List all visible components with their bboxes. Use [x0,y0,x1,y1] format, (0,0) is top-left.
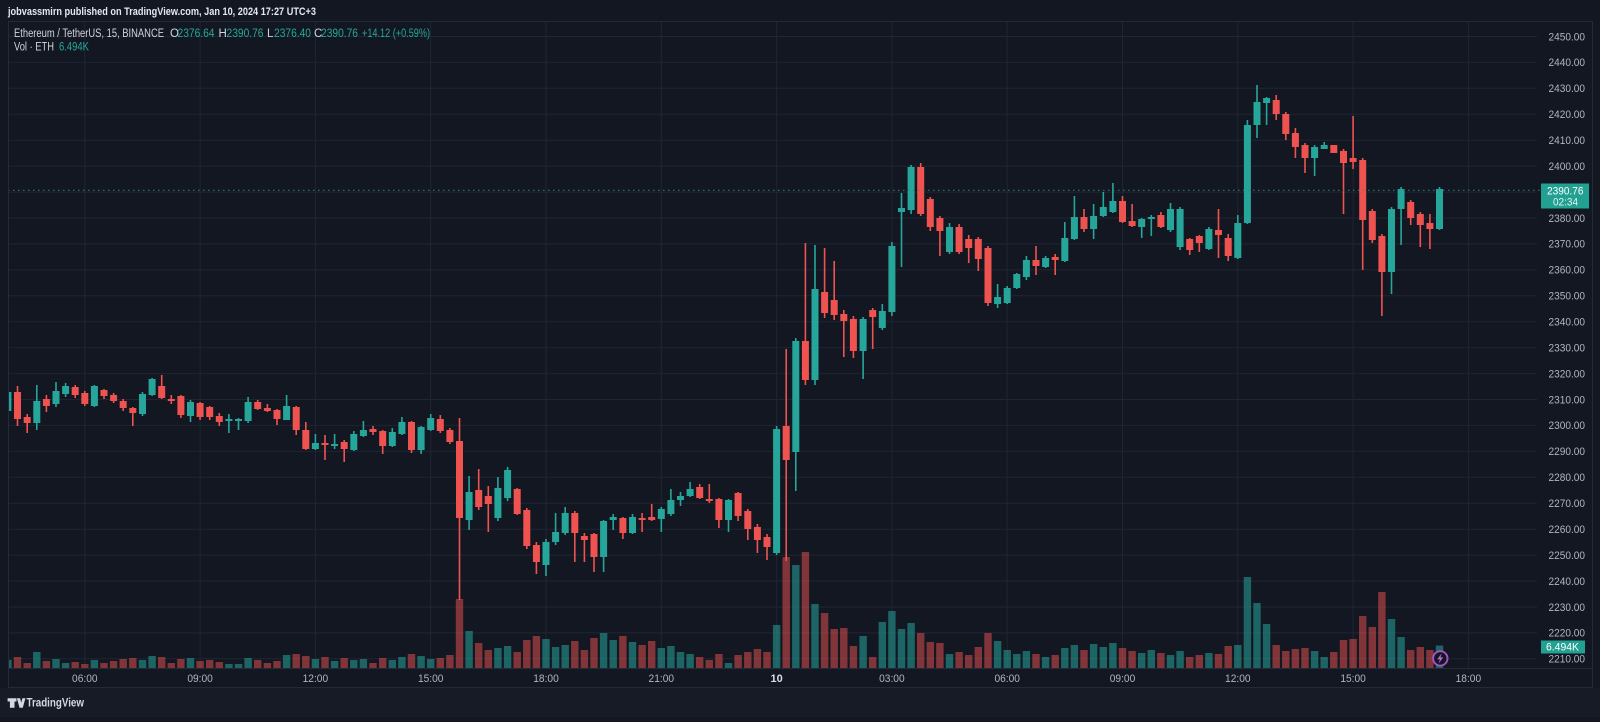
svg-text:TradingView: TradingView [27,698,85,710]
svg-text:jobvassmirn published on Tradi: jobvassmirn published on TradingView.com… [7,6,316,18]
svg-text:2260.00: 2260.00 [1549,524,1586,536]
svg-text:2390.76: 2390.76 [321,28,358,40]
svg-text:2390.76: 2390.76 [1547,186,1584,198]
svg-text:2290.00: 2290.00 [1549,446,1586,458]
svg-text:15:00: 15:00 [418,673,444,685]
svg-text:2440.00: 2440.00 [1549,57,1586,69]
svg-text:Ethereum / TetherUS, 15, BINAN: Ethereum / TetherUS, 15, BINANCE [14,28,164,40]
svg-text:2330.00: 2330.00 [1549,342,1586,354]
svg-text:2250.00: 2250.00 [1549,550,1586,562]
svg-text:2230.00: 2230.00 [1549,602,1586,614]
svg-text:2210.00: 2210.00 [1549,654,1586,666]
svg-text:2360.00: 2360.00 [1549,265,1586,277]
svg-text:6.494K: 6.494K [59,42,89,54]
svg-text:2220.00: 2220.00 [1549,628,1586,640]
svg-text:2300.00: 2300.00 [1549,420,1586,432]
svg-text:03:00: 03:00 [879,673,905,685]
svg-text:18:00: 18:00 [533,673,559,685]
svg-text:2430.00: 2430.00 [1549,83,1586,95]
svg-text:2400.00: 2400.00 [1549,161,1586,173]
svg-text:18:00: 18:00 [1456,673,1482,685]
svg-text:02:34: 02:34 [1553,197,1578,209]
svg-text:6.494K: 6.494K [1546,642,1580,654]
svg-text:2450.00: 2450.00 [1549,31,1586,43]
svg-text:2376.40: 2376.40 [274,28,311,40]
svg-text:06:00: 06:00 [994,673,1020,685]
svg-text:12:00: 12:00 [303,673,329,685]
svg-text:2320.00: 2320.00 [1549,368,1586,380]
svg-text:12:00: 12:00 [1225,673,1251,685]
svg-text:L: L [267,28,274,40]
svg-text:2376.64: 2376.64 [178,28,216,40]
svg-text:09:00: 09:00 [187,673,213,685]
svg-text:2390.76: 2390.76 [227,28,264,40]
svg-text:06:00: 06:00 [72,673,98,685]
svg-text:2350.00: 2350.00 [1549,291,1586,303]
svg-text:2410.00: 2410.00 [1549,135,1586,147]
svg-text:09:00: 09:00 [1110,673,1136,685]
svg-text:Vol · ETH: Vol · ETH [14,42,54,54]
svg-text:2270.00: 2270.00 [1549,498,1586,510]
svg-text:10: 10 [770,673,782,685]
svg-text:15:00: 15:00 [1340,673,1366,685]
svg-text:2310.00: 2310.00 [1549,394,1586,406]
svg-text:2240.00: 2240.00 [1549,576,1586,588]
svg-text:21:00: 21:00 [649,673,675,685]
svg-text:+14.12 (+0.59%): +14.12 (+0.59%) [362,28,430,40]
svg-text:H: H [219,28,227,40]
svg-text:O: O [170,28,179,40]
svg-text:2380.00: 2380.00 [1549,213,1586,225]
svg-text:2340.00: 2340.00 [1549,317,1586,329]
svg-text:2280.00: 2280.00 [1549,472,1586,484]
svg-text:2420.00: 2420.00 [1549,109,1586,121]
svg-text:C: C [314,28,322,40]
svg-text:2370.00: 2370.00 [1549,239,1586,251]
